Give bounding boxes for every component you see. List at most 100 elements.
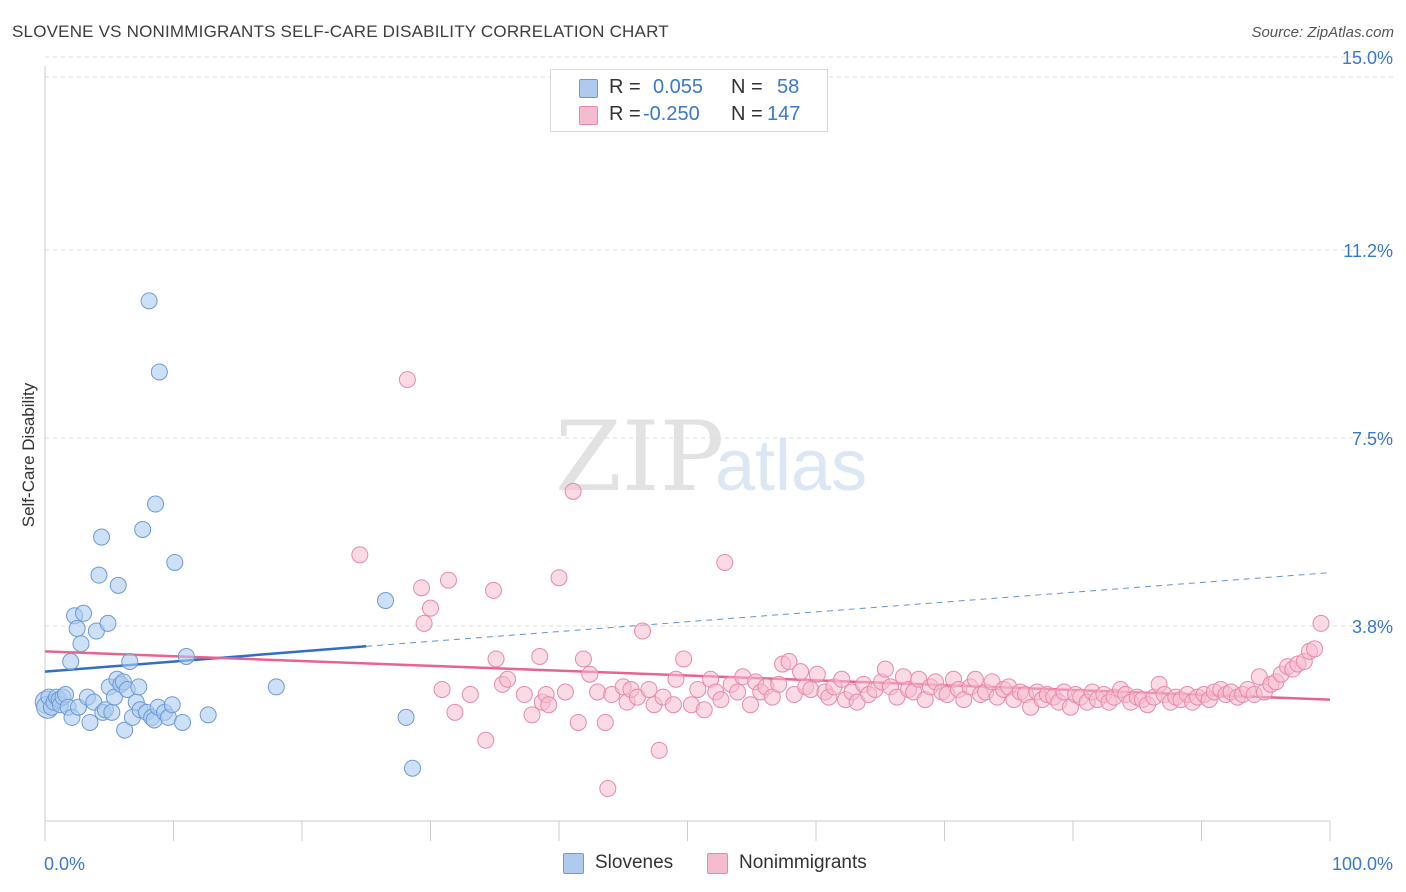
data-point-slovenes: [81, 713, 99, 731]
tick-labels: 3.8% 7.5% 11.2% 15.0% 0.0% 100.0%: [44, 48, 1393, 874]
y-tick-label: 3.8%: [1352, 617, 1393, 637]
legend-label-nonimmigrants: Nonimmigrants: [739, 852, 867, 873]
data-point-nonimmigrants: [712, 691, 730, 709]
trend-lines: [44, 572, 1331, 701]
data-point-slovenes: [267, 678, 285, 696]
data-point-nonimmigrants: [770, 675, 788, 693]
data-point-slovenes: [90, 566, 108, 584]
data-point-slovenes: [173, 713, 191, 731]
x-tick-label: 100.0%: [1332, 854, 1393, 874]
legend-r-value: 0.055: [653, 76, 704, 98]
data-point-nonimmigrants: [833, 670, 851, 688]
data-point-nonimmigrants: [589, 683, 607, 701]
data-point-nonimmigrants: [966, 670, 984, 688]
data-point-slovenes: [199, 706, 217, 724]
data-point-nonimmigrants: [523, 706, 541, 724]
data-point-nonimmigrants: [540, 696, 558, 714]
data-point-slovenes: [163, 696, 181, 714]
x-tick-label: 0.0%: [44, 854, 85, 874]
data-point-nonimmigrants: [398, 371, 416, 389]
data-point-nonimmigrants: [550, 569, 568, 587]
legend-swatch-blue: [563, 853, 584, 874]
legend-r-label: R =: [609, 76, 641, 98]
data-point-slovenes: [68, 620, 86, 637]
data-point-nonimmigrants: [695, 701, 713, 719]
data-point-slovenes: [377, 592, 395, 610]
trend-line-slovenes: [44, 645, 367, 673]
data-point-nonimmigrants: [581, 665, 599, 683]
data-point-nonimmigrants: [422, 599, 439, 617]
data-point-slovenes: [121, 653, 139, 671]
data-point-nonimmigrants: [650, 741, 668, 759]
data-point-nonimmigrants: [1306, 640, 1324, 658]
data-point-nonimmigrants: [415, 614, 433, 632]
legend-n-value: 58: [777, 76, 800, 98]
data-point-nonimmigrants: [780, 653, 798, 671]
data-point-slovenes: [397, 708, 415, 726]
chart-title: SLOVENE VS NONIMMIGRANTS SELF-CARE DISAB…: [12, 22, 669, 41]
data-point-nonimmigrants: [531, 647, 549, 665]
data-point-nonimmigrants: [487, 650, 505, 668]
legend-r-label: R =: [609, 103, 641, 125]
y-tick-label: 11.2%: [1343, 241, 1393, 261]
data-point-slovenes: [177, 647, 195, 665]
data-point-nonimmigrants: [729, 683, 747, 701]
data-points: [34, 292, 1330, 798]
data-point-nonimmigrants: [556, 683, 574, 701]
data-point-nonimmigrants: [689, 680, 707, 698]
legend-row-slovenes: R = 0.055 N = 58: [551, 74, 827, 101]
data-point-slovenes: [109, 576, 127, 594]
data-point-nonimmigrants: [569, 713, 587, 731]
legend-n-label: N =: [731, 103, 763, 125]
data-point-nonimmigrants: [640, 680, 658, 698]
legend-row-nonimmigrants: R = -0.250 N = 147: [551, 101, 827, 128]
data-point-nonimmigrants: [446, 703, 464, 721]
chart-source: Source: ZipAtlas.com: [1251, 24, 1394, 41]
data-point-slovenes: [404, 759, 422, 777]
data-point-nonimmigrants: [792, 663, 810, 681]
legend-r-value: -0.250: [643, 103, 700, 125]
data-point-nonimmigrants: [484, 581, 502, 599]
data-point-nonimmigrants: [664, 696, 682, 714]
y-tick-label: 7.5%: [1352, 429, 1393, 449]
data-point-slovenes: [166, 553, 184, 571]
data-point-slovenes: [147, 495, 165, 513]
y-axis-label: Self-Care Disability: [19, 382, 38, 527]
data-point-nonimmigrants: [876, 660, 894, 678]
data-point-slovenes: [140, 292, 158, 310]
legend-label-slovenes: Slovenes: [595, 852, 674, 873]
data-point-nonimmigrants: [596, 713, 614, 731]
legend-n-value: 147: [767, 103, 801, 125]
trend-line-slovenes-extended: [366, 572, 1331, 647]
data-point-nonimmigrants: [1312, 614, 1330, 632]
data-point-nonimmigrants: [808, 665, 826, 683]
correlation-legend: R = 0.055 N = 58 R = -0.250 N = 147: [550, 69, 828, 132]
data-point-nonimmigrants: [634, 622, 652, 640]
data-point-slovenes: [75, 604, 93, 622]
data-point-nonimmigrants: [667, 670, 685, 688]
legend-n-label: N =: [731, 76, 763, 98]
data-point-nonimmigrants: [439, 571, 457, 589]
data-point-nonimmigrants: [433, 680, 451, 698]
data-point-slovenes: [72, 635, 90, 653]
watermark: ZIP atlas: [555, 401, 867, 513]
watermark-zip: ZIP: [555, 401, 724, 513]
legend-swatch-pink: [707, 853, 728, 874]
data-point-nonimmigrants: [574, 650, 592, 668]
legend-swatch-pink: [579, 106, 598, 125]
data-point-nonimmigrants: [716, 553, 734, 571]
data-point-nonimmigrants: [802, 680, 820, 698]
data-point-nonimmigrants: [599, 780, 617, 798]
data-point-nonimmigrants: [351, 546, 369, 564]
legend-swatch-blue: [579, 79, 598, 98]
grid-lines: [45, 56, 1395, 627]
data-point-slovenes: [116, 721, 134, 739]
data-point-slovenes: [62, 653, 80, 671]
data-point-slovenes: [134, 520, 152, 538]
data-point-nonimmigrants: [675, 650, 693, 668]
data-point-slovenes: [93, 528, 111, 546]
data-point-nonimmigrants: [499, 670, 517, 688]
data-point-slovenes: [103, 703, 121, 721]
data-point-nonimmigrants: [515, 686, 533, 704]
